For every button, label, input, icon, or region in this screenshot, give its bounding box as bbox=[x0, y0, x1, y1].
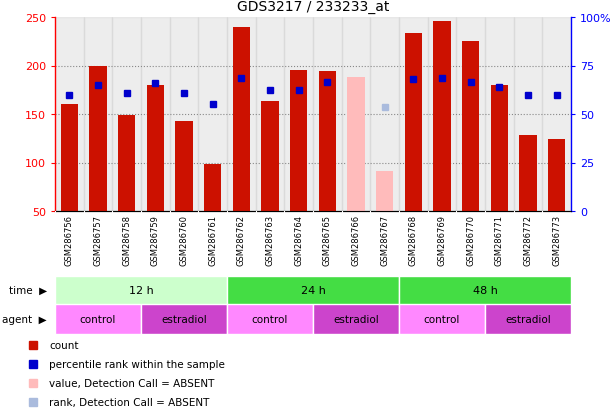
Text: GSM286760: GSM286760 bbox=[180, 215, 189, 266]
Text: GSM286767: GSM286767 bbox=[380, 215, 389, 266]
Text: rank, Detection Call = ABSENT: rank, Detection Call = ABSENT bbox=[49, 396, 210, 407]
Text: GSM286769: GSM286769 bbox=[437, 215, 447, 266]
Bar bbox=[227, 18, 255, 211]
Bar bbox=[199, 18, 227, 211]
Bar bbox=[462, 42, 479, 211]
Bar bbox=[147, 85, 164, 211]
Bar bbox=[118, 116, 135, 211]
Bar bbox=[141, 304, 227, 334]
Bar bbox=[55, 276, 227, 304]
Text: time  ▶: time ▶ bbox=[9, 285, 47, 295]
Bar bbox=[370, 18, 399, 211]
Text: GSM286761: GSM286761 bbox=[208, 215, 217, 266]
Bar bbox=[548, 140, 565, 211]
Bar bbox=[84, 18, 112, 211]
Bar bbox=[204, 165, 221, 211]
Bar bbox=[491, 85, 508, 211]
Text: percentile rank within the sample: percentile rank within the sample bbox=[49, 359, 225, 369]
Text: control: control bbox=[80, 314, 116, 324]
Text: control: control bbox=[252, 314, 288, 324]
Bar bbox=[175, 121, 192, 211]
Text: GSM286758: GSM286758 bbox=[122, 215, 131, 266]
Bar bbox=[313, 18, 342, 211]
Bar bbox=[255, 18, 284, 211]
Bar bbox=[89, 66, 106, 211]
Text: GSM286766: GSM286766 bbox=[351, 215, 360, 266]
Bar bbox=[227, 304, 313, 334]
Text: GSM286772: GSM286772 bbox=[524, 215, 533, 266]
Text: estradiol: estradiol bbox=[333, 314, 379, 324]
Bar bbox=[428, 18, 456, 211]
Text: GSM286763: GSM286763 bbox=[266, 215, 274, 266]
Bar bbox=[284, 18, 313, 211]
Bar bbox=[262, 102, 279, 211]
Bar bbox=[485, 304, 571, 334]
Bar bbox=[399, 276, 571, 304]
Bar bbox=[456, 18, 485, 211]
Text: GSM286759: GSM286759 bbox=[151, 215, 160, 266]
Bar bbox=[399, 304, 485, 334]
Text: GSM286764: GSM286764 bbox=[294, 215, 303, 266]
Text: 48 h: 48 h bbox=[472, 285, 497, 295]
Bar bbox=[485, 18, 514, 211]
Text: value, Detection Call = ABSENT: value, Detection Call = ABSENT bbox=[49, 378, 214, 388]
Bar bbox=[227, 276, 399, 304]
Text: GSM286765: GSM286765 bbox=[323, 215, 332, 266]
Text: GSM286770: GSM286770 bbox=[466, 215, 475, 266]
Bar bbox=[313, 304, 399, 334]
Bar bbox=[55, 18, 84, 211]
Bar bbox=[543, 18, 571, 211]
Bar bbox=[342, 18, 370, 211]
Bar bbox=[519, 136, 536, 211]
Bar bbox=[348, 78, 365, 211]
Text: GSM286773: GSM286773 bbox=[552, 215, 561, 266]
Bar bbox=[514, 18, 543, 211]
Bar bbox=[141, 18, 170, 211]
Text: GSM286756: GSM286756 bbox=[65, 215, 74, 266]
Text: agent  ▶: agent ▶ bbox=[2, 314, 47, 324]
Text: GSM286768: GSM286768 bbox=[409, 215, 418, 266]
Text: GSM286762: GSM286762 bbox=[237, 215, 246, 266]
Bar bbox=[319, 72, 336, 211]
Text: GSM286757: GSM286757 bbox=[93, 215, 103, 266]
Bar bbox=[290, 71, 307, 211]
Text: estradiol: estradiol bbox=[505, 314, 551, 324]
Text: 24 h: 24 h bbox=[301, 285, 326, 295]
Text: control: control bbox=[424, 314, 460, 324]
Text: GSM286771: GSM286771 bbox=[495, 215, 504, 266]
Bar bbox=[233, 28, 250, 211]
Text: 12 h: 12 h bbox=[129, 285, 153, 295]
Bar bbox=[399, 18, 428, 211]
Bar bbox=[404, 33, 422, 211]
Bar bbox=[112, 18, 141, 211]
Bar bbox=[55, 304, 141, 334]
Bar bbox=[433, 22, 450, 211]
Text: estradiol: estradiol bbox=[161, 314, 207, 324]
Text: GDS3217 / 233233_at: GDS3217 / 233233_at bbox=[237, 0, 389, 14]
Text: count: count bbox=[49, 341, 79, 351]
Bar bbox=[60, 105, 78, 211]
Bar bbox=[170, 18, 199, 211]
Bar bbox=[376, 172, 393, 211]
